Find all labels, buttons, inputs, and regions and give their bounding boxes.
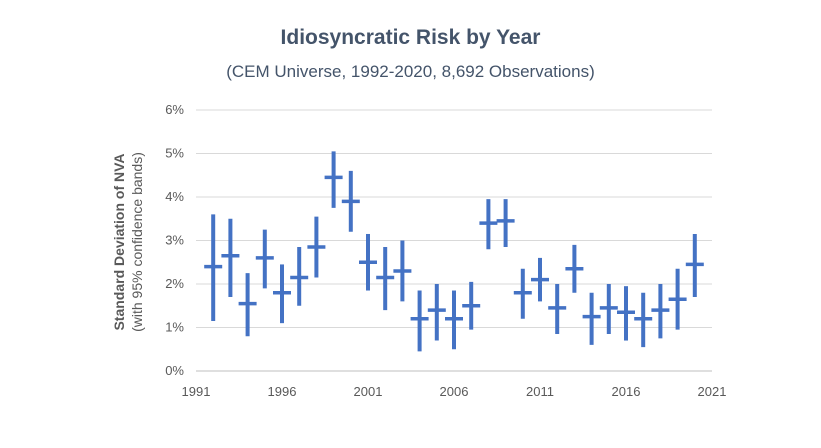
y-axis-title: Standard Deviation of NVA (with 95% conf… — [111, 152, 145, 332]
axes: 0% 1% 2% 3% 4% 5% 6% 1991 1996 2001 2006 2011 2016 20… — [165, 102, 726, 399]
x-tick-label: 2006 — [440, 384, 469, 399]
y-axis-label: Standard Deviation of NVA — [111, 153, 127, 330]
x-tick-label: 2001 — [354, 384, 383, 399]
chart-title: Idiosyncratic Risk by Year — [280, 26, 541, 49]
y-tick-label: 6% — [165, 102, 184, 117]
y-tick-label: 4% — [165, 189, 184, 204]
x-tick-label: 2016 — [612, 384, 641, 399]
y-tick-label: 1% — [165, 320, 184, 335]
y-tick-label: 5% — [165, 146, 184, 161]
y-tick-label: 0% — [165, 363, 184, 378]
chart-subtitle: (CEM Universe, 1992-2020, 8,692 Observat… — [226, 62, 595, 81]
y-axis-sublabel: (with 95% confidence bands) — [129, 152, 145, 332]
x-tick-label: 2011 — [526, 384, 554, 399]
x-tick-label: 1991 — [182, 384, 211, 399]
error-bars — [204, 151, 704, 352]
y-tick-label: 3% — [165, 233, 184, 248]
x-tick-label: 1996 — [268, 384, 297, 399]
y-tick-label: 2% — [165, 276, 184, 291]
x-tick-label: 2021 — [698, 384, 727, 399]
